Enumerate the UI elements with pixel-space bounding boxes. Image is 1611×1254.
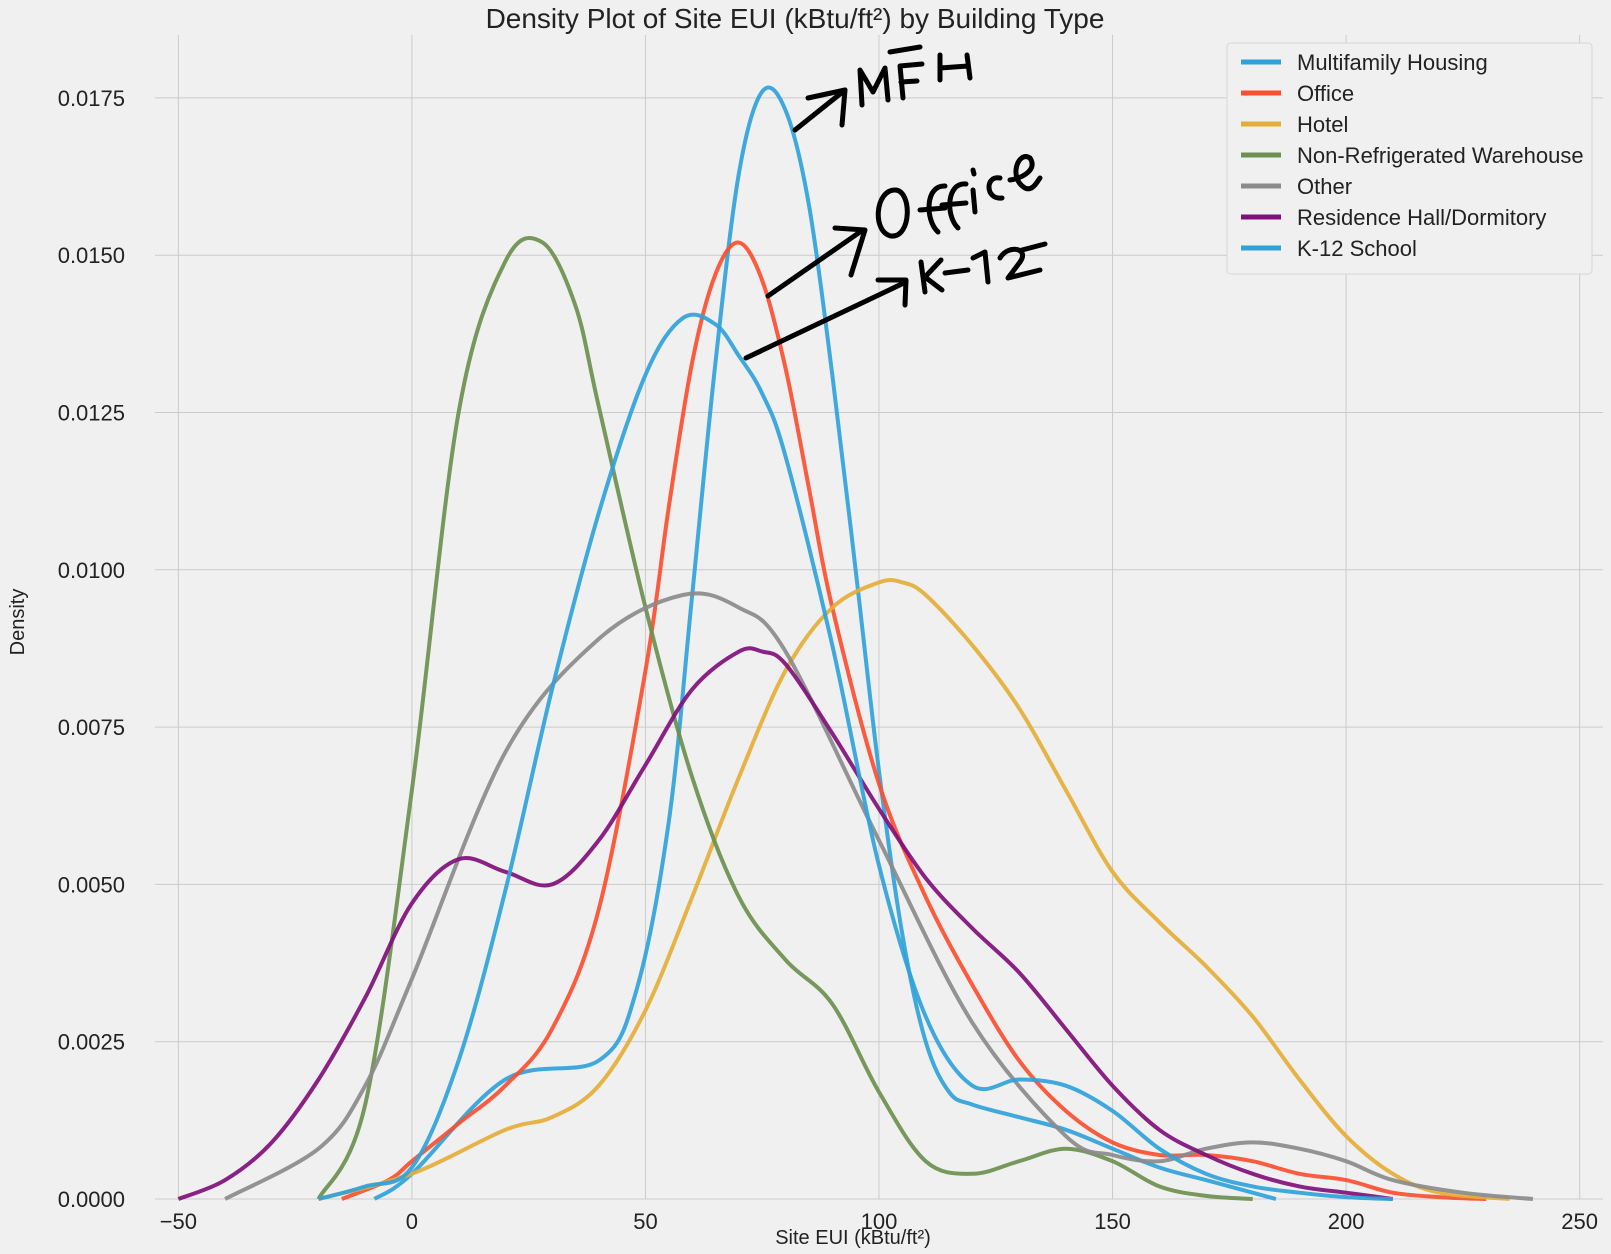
- series-line-k-12-school: [317, 312, 1393, 1201]
- series-line-hotel: [317, 578, 1510, 1201]
- legend-label: Hotel: [1297, 112, 1348, 137]
- x-tick-label: 100: [861, 1209, 898, 1234]
- y-tick-label: 0.0175: [58, 86, 125, 111]
- x-tick-label: 0: [406, 1209, 418, 1234]
- series-line-residence-hall-dormitory: [177, 646, 1394, 1201]
- legend-label: Other: [1297, 174, 1352, 199]
- series-line-office: [341, 240, 1487, 1201]
- x-tick-label: 200: [1328, 1209, 1365, 1234]
- y-tick-label: 0.0075: [58, 715, 125, 740]
- annotation-k12: [743, 241, 1048, 361]
- chart-title: Density Plot of Site EUI (kBtu/ft²) by B…: [486, 3, 1105, 34]
- x-tick-label: 50: [633, 1209, 657, 1234]
- annotation-mfh: [792, 44, 973, 133]
- legend-frame: [1226, 42, 1593, 275]
- y-tick-label: 0.0125: [58, 401, 125, 426]
- legend-label: K-12 School: [1297, 236, 1417, 261]
- y-tick-label: 0.0150: [58, 243, 125, 268]
- x-tick-label: −50: [160, 1209, 197, 1234]
- y-tick-label: 0.0100: [58, 558, 125, 583]
- x-tick-label: 250: [1561, 1209, 1598, 1234]
- y-tick-label: 0.0000: [58, 1187, 125, 1212]
- legend-label: Residence Hall/Dormitory: [1297, 205, 1546, 230]
- series-lines: [177, 85, 1534, 1201]
- annotation-office: [765, 154, 1043, 299]
- y-tick-label: 0.0050: [58, 872, 125, 897]
- legend-label: Multifamily Housing: [1297, 50, 1488, 75]
- y-axis-title: Density: [7, 589, 29, 656]
- series-line-non-refrigerated-warehouse: [316, 235, 1253, 1201]
- y-tick-label: 0.0025: [58, 1030, 125, 1055]
- legend-label: Office: [1297, 81, 1354, 106]
- handwritten-annotations: [743, 44, 1048, 361]
- tick-labels: −50 0 50 100 150 200 250 0.0000 0.0025 0.0050 0.00…: [58, 86, 1598, 1234]
- legend-label: Non-Refrigerated Warehouse: [1297, 143, 1584, 168]
- series-line-other: [224, 591, 1534, 1201]
- x-axis-title: Site EUI (kBtu/ft²): [775, 1227, 931, 1249]
- legend: Multifamily Housing Office Hotel Non-Refrig…: [1226, 42, 1593, 275]
- x-tick-label: 150: [1094, 1209, 1131, 1234]
